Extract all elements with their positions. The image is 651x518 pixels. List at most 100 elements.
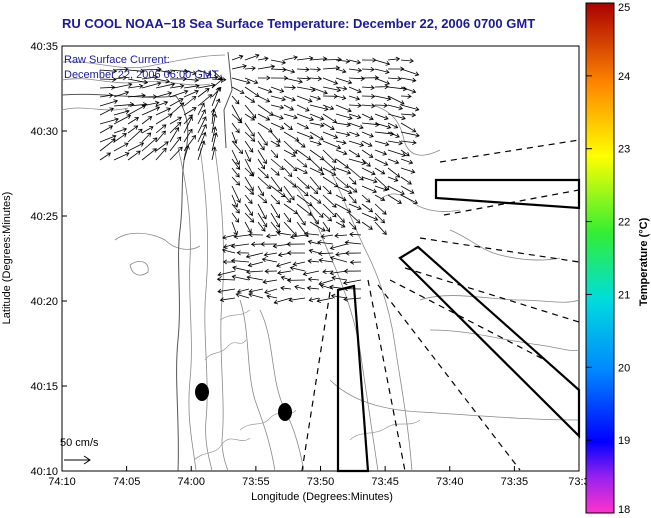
current-vector-arrow: [361, 149, 374, 158]
current-vector-arrow: [257, 158, 266, 170]
current-vector-arrow: [261, 257, 278, 263]
current-vector-arrow: [219, 297, 236, 303]
current-vector-arrow: [309, 158, 323, 172]
current-vector-arrow: [99, 138, 116, 152]
current-vector-arrow: [335, 185, 353, 195]
current-vector-arrow: [257, 212, 268, 228]
current-vector-arrow: [387, 104, 404, 111]
current-vector-arrow: [141, 137, 158, 152]
current-vector-arrow: [335, 194, 347, 202]
current-vector-arrow: [211, 132, 218, 152]
current-vector-arrow: [231, 95, 240, 105]
current-vector-arrow: [374, 221, 387, 236]
current-vector-arrow: [296, 131, 314, 140]
current-vector-arrow: [197, 88, 210, 98]
current-vector-arrow: [308, 248, 320, 254]
current-vector-arrow: [361, 185, 377, 194]
current-vector-arrow: [277, 270, 292, 276]
current-vector-arrow: [169, 98, 184, 107]
current-vector-arrow: [113, 133, 127, 143]
current-vector-arrow: [155, 147, 167, 161]
x-tick-label: 73:50: [307, 476, 335, 488]
current-vector-arrow: [316, 297, 334, 303]
current-vector-arrow: [387, 131, 400, 138]
current-vector-arrow: [290, 234, 306, 240]
current-vector-arrow: [275, 261, 292, 268]
current-vector-arrow: [257, 221, 266, 232]
current-vector-arrow: [183, 128, 193, 143]
current-vector-arrow: [113, 66, 129, 72]
y-tick-label: 40:35: [30, 41, 58, 53]
current-vector-arrow: [348, 221, 357, 230]
current-vector-arrow: [270, 131, 281, 143]
current-vector-arrow: [183, 107, 197, 116]
current-vector-arrow: [345, 250, 362, 256]
current-vector-arrow: [197, 109, 206, 125]
current-vector-arrow: [309, 66, 322, 72]
current-vector-arrow: [127, 150, 141, 161]
current-vector-arrow: [400, 68, 420, 77]
current-vector-arrow: [113, 142, 129, 152]
current-vector-arrow: [309, 131, 324, 141]
buoy-marker-east: [278, 403, 292, 421]
current-vector-arrow: [244, 113, 256, 121]
current-vector-arrow: [231, 212, 240, 223]
current-vector-arrow: [183, 144, 190, 161]
current-vector-arrow: [231, 194, 239, 208]
x-tick-label: 73:3: [568, 476, 589, 488]
current-vector-arrow: [280, 285, 292, 291]
x-tick-label: 74:00: [177, 476, 205, 488]
current-vector-arrow: [361, 221, 373, 230]
current-vector-arrow: [374, 122, 392, 130]
colorbar-tick-label: 25: [618, 2, 630, 14]
current-vector-arrow: [257, 113, 271, 121]
current-vector-arrow: [309, 140, 322, 146]
current-vector-arrow: [348, 67, 363, 73]
current-vector-arrow: [292, 261, 306, 267]
current-vector-arrow: [400, 185, 415, 194]
current-vector-arrow: [322, 131, 339, 139]
current-vector-arrow: [361, 93, 376, 99]
y-tick-label: 40:15: [30, 381, 58, 393]
current-vector-arrow: [260, 241, 278, 247]
current-vector-arrow: [400, 58, 414, 64]
x-axis-label: Longitude (Degrees:Minutes): [251, 491, 393, 503]
current-vector-arrow: [283, 84, 297, 90]
colorbar: [585, 2, 615, 514]
current-vector-arrow: [335, 158, 350, 169]
current-vector-arrow: [197, 94, 213, 107]
current-vector-arrow: [348, 76, 365, 82]
current-vector-arrow: [113, 152, 130, 161]
current-vector-arrow: [283, 113, 298, 120]
current-vector-arrow: [286, 277, 306, 283]
y-axis-label: Latitude (Degrees:Minutes): [1, 192, 13, 325]
colorbar-tick-label: 22: [618, 217, 630, 229]
current-vector-arrow: [245, 269, 264, 275]
current-vector-arrow: [317, 251, 334, 257]
current-vector-arrow: [374, 113, 389, 121]
current-vector-arrow: [257, 95, 271, 103]
x-tick-label: 73:55: [242, 476, 270, 488]
current-vector-arrow: [197, 102, 205, 116]
current-vector-arrow: [335, 131, 351, 137]
current-vector-arrow: [99, 134, 117, 143]
current-vector-arrow: [236, 288, 250, 294]
current-vector-arrow: [231, 176, 241, 186]
current-vector-arrow: [244, 212, 255, 223]
colorbar-tick-label: 21: [618, 289, 630, 301]
current-vector-arrow: [270, 95, 286, 102]
current-vector-arrow: [309, 95, 322, 101]
current-vector-arrow: [348, 95, 361, 101]
current-vector-arrow: [303, 231, 320, 237]
current-vector-arrow: [348, 102, 362, 108]
current-vector-arrow: [308, 297, 320, 303]
current-vector-arrow: [400, 77, 417, 83]
current-vector-arrow: [113, 127, 128, 134]
current-vector-arrow: [99, 93, 114, 98]
current-vector-arrow: [270, 176, 283, 192]
current-vector-arrow: [335, 212, 345, 224]
current-vector-field: [99, 53, 420, 305]
current-vector-arrow: [127, 128, 143, 143]
current-vector-arrow: [245, 252, 264, 259]
current-vector-arrow: [257, 149, 267, 165]
